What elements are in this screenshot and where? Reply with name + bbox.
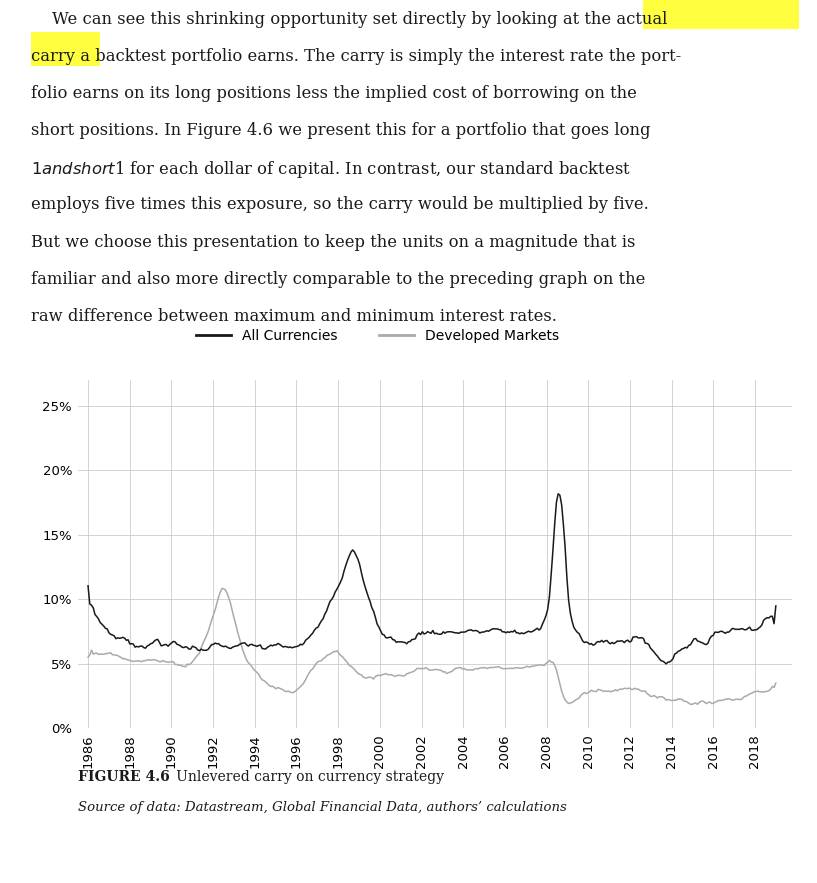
Text: But we choose this presentation to keep the units on a magnitude that is: But we choose this presentation to keep … [31,234,636,251]
Text: raw difference between maximum and minimum interest rates.: raw difference between maximum and minim… [31,308,557,325]
Legend: All Currencies, Developed Markets: All Currencies, Developed Markets [191,324,565,349]
Text: FIGURE 4.6: FIGURE 4.6 [78,771,169,784]
FancyBboxPatch shape [643,0,799,29]
Text: Source of data: Datastream, Global Financial Data, authors’ calculations: Source of data: Datastream, Global Finan… [78,801,566,813]
Text: short positions. In Figure 4.6 we present this for a portfolio that goes long: short positions. In Figure 4.6 we presen… [31,122,650,140]
Text: Unlevered carry on currency strategy: Unlevered carry on currency strategy [163,771,444,784]
Text: $1 and short $1 for each dollar of capital. In contrast, our standard backtest: $1 and short $1 for each dollar of capit… [31,159,631,180]
Text: We can see this shrinking opportunity set directly by looking at the actual: We can see this shrinking opportunity se… [31,11,667,27]
Text: familiar and also more directly comparable to the preceding graph on the: familiar and also more directly comparab… [31,271,645,288]
Text: folio earns on its long positions less the implied cost of borrowing on the: folio earns on its long positions less t… [31,85,637,102]
Text: employs five times this exposure, so the carry would be multiplied by five.: employs five times this exposure, so the… [31,197,649,214]
FancyBboxPatch shape [31,32,100,66]
Text: carry a backtest portfolio earns. The carry is simply the interest rate the port: carry a backtest portfolio earns. The ca… [31,48,681,64]
